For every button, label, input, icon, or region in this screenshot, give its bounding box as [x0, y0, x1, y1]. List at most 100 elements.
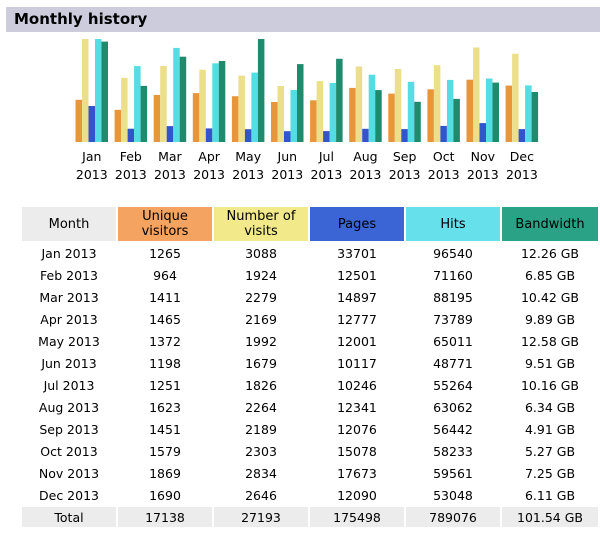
section-title: Monthly history	[14, 10, 148, 28]
cell-month: Sep 2013	[39, 421, 99, 437]
bar-pages	[479, 123, 486, 142]
bar-hits	[446, 79, 454, 142]
cell-pages: 12501	[337, 267, 377, 283]
x-tick-month: Apr	[198, 149, 220, 164]
bar-unique-visitors	[114, 109, 122, 142]
cell-bandwidth: 10.42 GB	[520, 289, 580, 305]
cell-hits: 63062	[433, 399, 473, 415]
cell-number-of-visits: 2834	[245, 465, 277, 481]
cell-number-of-visits: 2303	[245, 443, 277, 459]
cell-hits: 58233	[433, 443, 473, 459]
bar-unique-visitors	[231, 96, 239, 142]
bar-bandwidth	[453, 98, 460, 142]
cell-number-of-visits: 2264	[245, 399, 277, 415]
cell-pages: 15078	[337, 443, 377, 459]
x-tick-year: 2013	[193, 167, 225, 182]
monthly-history-chart: Jan 2013 Feb 2013 Mar 2013 Apr 2013 May 2013 Jun 20…	[75, 39, 539, 182]
x-tick-month: Jun	[277, 149, 298, 164]
bar-number-of-visits	[82, 39, 89, 142]
header-pages: Pages	[310, 207, 404, 241]
x-tick-month: Nov	[471, 149, 496, 164]
cell-month: Nov 2013	[38, 465, 100, 481]
cell-number-of-visits: 2646	[245, 487, 277, 503]
bar-number-of-visits	[512, 53, 519, 143]
cell-pages: 10246	[337, 377, 377, 393]
table-total-row: Total 17138 27193 175498 789076 101.54 GB	[22, 507, 598, 527]
cell-number-of-visits: 3088	[245, 245, 277, 261]
cell-bandwidth: 6.11 GB	[524, 487, 576, 503]
cell-unique-visitors: 1251	[149, 377, 181, 393]
cell-unique-visitors: 1579	[149, 443, 181, 459]
cell-pages: 33701	[337, 245, 377, 261]
header-month: Month	[22, 207, 116, 241]
bar-number-of-visits	[433, 65, 441, 142]
bar-hits	[525, 85, 532, 142]
bar-pages	[323, 131, 330, 142]
bar-pages	[244, 129, 252, 142]
cell-bandwidth: 9.89 GB	[524, 311, 576, 327]
bar-hits	[95, 39, 102, 142]
cell-bandwidth: 12.26 GB	[520, 245, 580, 261]
cell-month: Apr 2013	[40, 311, 98, 327]
x-tick-year: 2013	[154, 167, 186, 182]
cell-number-of-visits: 2189	[245, 421, 277, 437]
bar-unique-visitors	[349, 87, 356, 142]
cell-pages: 12341	[337, 399, 377, 415]
bar-pages	[284, 131, 291, 142]
cell-pages: 12001	[337, 333, 377, 349]
header-hits: Hits	[406, 207, 500, 241]
x-tick-year: 2013	[310, 167, 342, 182]
bar-number-of-visits	[394, 69, 402, 142]
cell-hits: 96540	[433, 245, 473, 261]
bar-number-of-visits	[199, 69, 206, 142]
cell-unique-visitors: 1451	[149, 421, 181, 437]
header-number-of-visits: Number of visits	[214, 207, 308, 241]
bar-bandwidth	[414, 101, 421, 142]
bar-pages	[401, 129, 408, 142]
total-visitors: 17138	[118, 507, 212, 527]
cell-month: Jul 2013	[43, 377, 95, 393]
x-tick-month: Oct	[433, 149, 455, 164]
x-tick-month: May	[235, 149, 261, 164]
cell-month: May 2013	[38, 333, 100, 349]
cell-month: Aug 2013	[38, 399, 100, 415]
cell-pages: 12777	[337, 311, 377, 327]
bar-bandwidth	[257, 39, 265, 142]
bar-hits	[173, 47, 180, 142]
monthly-stats-table: Month Unique visitors Number of visits P…	[20, 205, 600, 529]
cell-bandwidth: 9.51 GB	[524, 355, 576, 371]
bar-hits	[251, 72, 258, 142]
cell-month: Jan 2013	[41, 245, 97, 261]
x-tick-month: Dec	[510, 149, 534, 164]
bar-unique-visitors	[192, 93, 200, 142]
bar-number-of-visits	[277, 86, 284, 142]
cell-unique-visitors: 1411	[149, 289, 181, 305]
cell-pages: 12076	[337, 421, 377, 437]
cell-hits: 73789	[433, 311, 473, 327]
bar-number-of-visits	[473, 47, 480, 142]
bar-unique-visitors	[310, 100, 317, 142]
x-tick-year: 2013	[349, 167, 381, 182]
x-tick-month: Jul	[318, 149, 334, 164]
table-row: Mar 2013 1411 2279 14897 88195 10.42 GB	[22, 287, 598, 307]
cell-unique-visitors: 1265	[149, 245, 181, 261]
cell-hits: 88195	[433, 289, 473, 305]
bar-bandwidth	[101, 41, 108, 142]
bar-pages	[518, 129, 526, 142]
cell-month: Dec 2013	[39, 487, 99, 503]
bar-number-of-visits	[121, 77, 128, 142]
table-row: Dec 2013 1690 2646 12090 53048 6.11 GB	[22, 485, 598, 505]
cell-unique-visitors: 964	[153, 267, 177, 283]
bar-pages	[440, 125, 447, 142]
cell-unique-visitors: 1869	[149, 465, 181, 481]
x-tick-year: 2013	[389, 167, 421, 182]
table-row: Feb 2013 964 1924 12501 71160 6.85 GB	[22, 265, 598, 285]
x-tick-year: 2013	[232, 167, 264, 182]
cell-unique-visitors: 1198	[149, 355, 181, 371]
total-hits: 789076	[406, 507, 500, 527]
bar-hits	[407, 81, 415, 142]
cell-unique-visitors: 1465	[149, 311, 181, 327]
bar-pages	[88, 106, 95, 142]
x-tick-month: Feb	[120, 149, 142, 164]
cell-pages: 10117	[337, 355, 377, 371]
